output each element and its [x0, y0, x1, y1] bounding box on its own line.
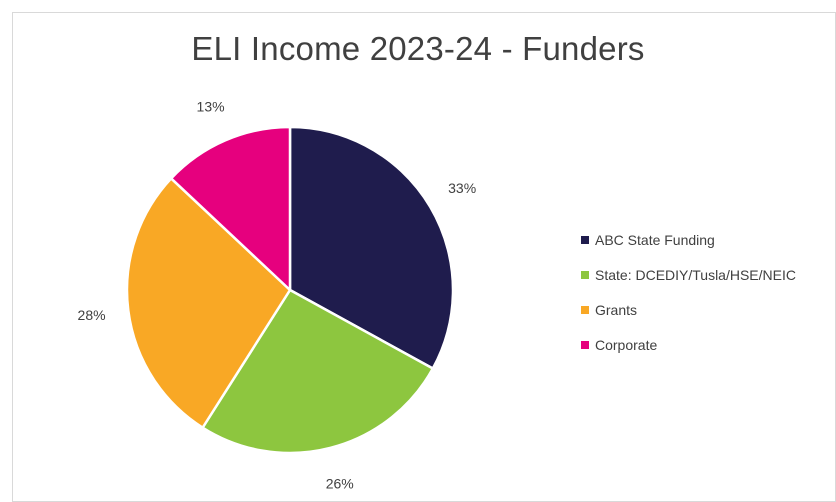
- data-label-abc-state-funding: 33%: [448, 180, 476, 196]
- pie-slice-abc-state-funding: [288, 125, 455, 370]
- pie-slice-corporate: [169, 125, 292, 292]
- legend-item-abc-state-funding: ABC State Funding: [581, 228, 796, 252]
- legend-item-state-funding: State: DCEDIY/Tusla/HSE/NEIC: [581, 263, 796, 287]
- legend-swatch: [581, 271, 589, 279]
- chart-title: ELI Income 2023-24 - Funders: [191, 30, 645, 67]
- legend-swatch: [581, 236, 589, 244]
- pie-slice-state-funding: [201, 288, 435, 455]
- pie-slice-grants: [125, 177, 292, 429]
- legend-label: State: DCEDIY/Tusla/HSE/NEIC: [595, 267, 796, 283]
- legend-label: Corporate: [595, 337, 658, 353]
- data-label-state-funding: 26%: [326, 476, 354, 492]
- legend-label: Grants: [595, 302, 638, 318]
- legend-swatch: [581, 306, 589, 314]
- legend-item-corporate: Corporate: [581, 333, 796, 357]
- legend: ABC State Funding State: DCEDIY/Tusla/HS…: [581, 228, 796, 357]
- legend-label: ABC State Funding: [595, 232, 715, 248]
- data-label-corporate: 13%: [197, 98, 225, 114]
- legend-swatch: [581, 341, 589, 349]
- legend-item-grants: Grants: [581, 298, 796, 322]
- data-label-grants: 28%: [78, 307, 106, 323]
